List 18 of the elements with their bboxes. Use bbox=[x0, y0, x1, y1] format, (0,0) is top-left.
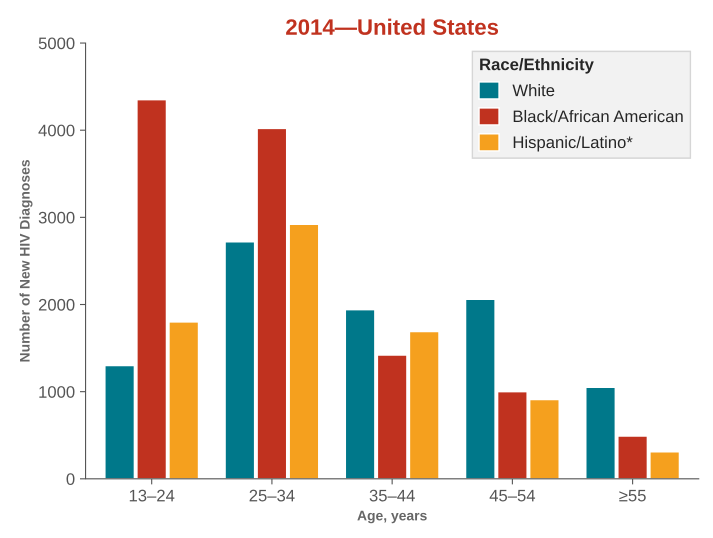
x-axis-title: Age, years bbox=[357, 510, 427, 524]
y-tick-label: 2000 bbox=[38, 298, 74, 311]
x-tick-label: 35–44 bbox=[370, 490, 415, 502]
x-tick-label: 45–54 bbox=[490, 490, 536, 502]
y-tick-label: 3000 bbox=[38, 212, 74, 224]
x-tick-label: 25–34 bbox=[250, 490, 295, 502]
y-tick-label: 5000 bbox=[38, 37, 74, 50]
x-tick-label: 13–24 bbox=[130, 490, 174, 502]
y-tick-label: 4000 bbox=[38, 124, 74, 136]
y-axis-title: Number of New HIV Diagnoses bbox=[20, 160, 33, 362]
x-tick-label: ≥55 bbox=[619, 490, 646, 502]
chart-title: 2014—United States bbox=[286, 18, 498, 35]
legend-label: White bbox=[512, 84, 554, 96]
y-tick-label: 0 bbox=[66, 473, 74, 486]
y-tick-label: 1000 bbox=[39, 386, 74, 398]
legend-label: Black/African American bbox=[514, 110, 683, 122]
legend-label: Hispanic/Latino* bbox=[514, 136, 633, 152]
legend-title: Race/Ethnicity bbox=[480, 58, 594, 74]
